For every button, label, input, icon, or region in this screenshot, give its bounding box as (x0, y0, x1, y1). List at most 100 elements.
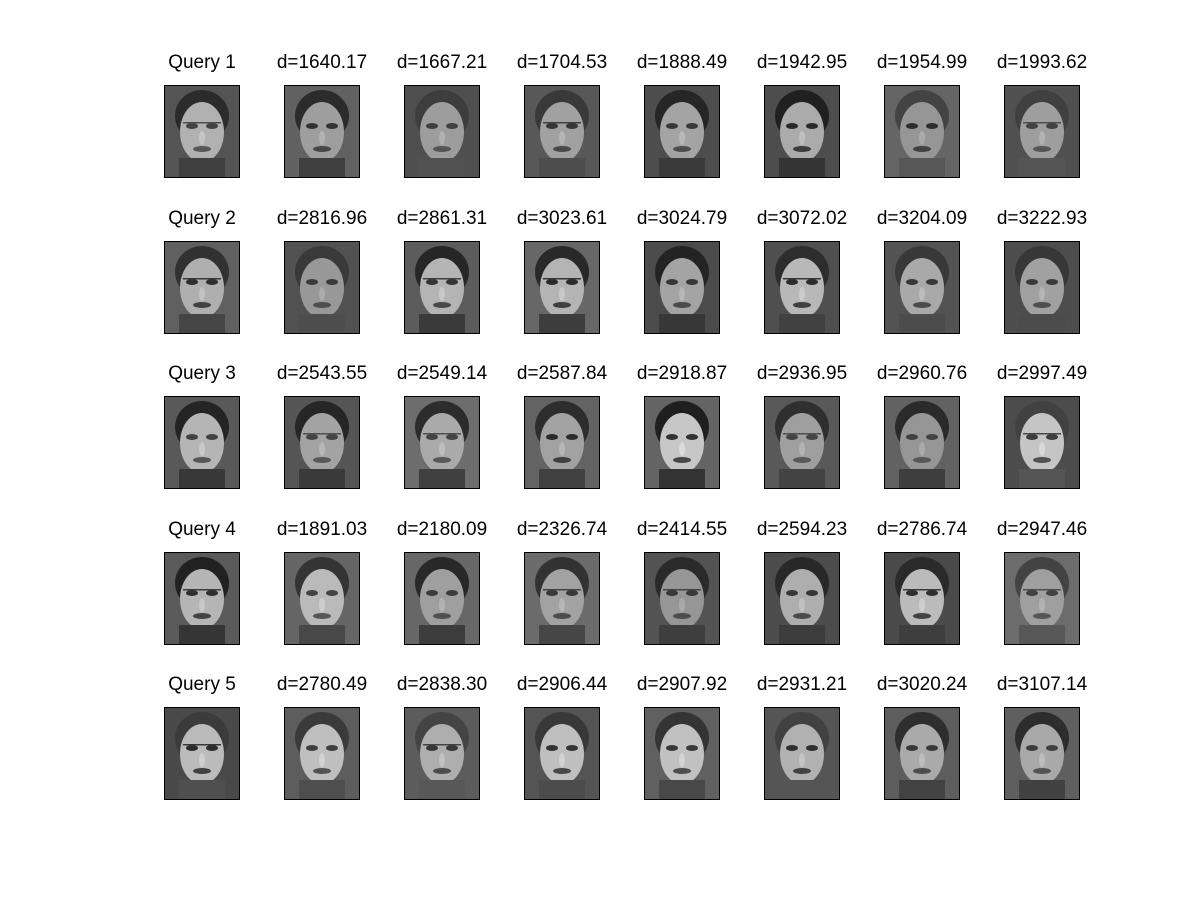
match-cell: d=2907.92 (622, 674, 742, 829)
match-face-image (644, 552, 720, 645)
match-cell: d=2906.44 (502, 674, 622, 829)
distance-label: d=3023.61 (516, 208, 608, 229)
query-label: Query 4 (168, 519, 236, 540)
query-label: Query 5 (168, 674, 236, 695)
match-face-image (644, 707, 720, 800)
query-cell: Query 4 (142, 519, 262, 674)
match-cell: d=2587.84 (502, 363, 622, 518)
distance-label: d=2947.46 (996, 519, 1088, 540)
distance-label: d=2543.55 (276, 363, 368, 384)
distance-label: d=2786.74 (876, 519, 968, 540)
distance-label: d=1954.99 (876, 52, 968, 73)
distance-label: d=3072.02 (756, 208, 848, 229)
match-face-image (764, 241, 840, 334)
distance-label: d=2594.23 (756, 519, 848, 540)
distance-label: d=1891.03 (276, 519, 368, 540)
match-face-image (404, 707, 480, 800)
query-label: Query 3 (168, 363, 236, 384)
distance-label: d=2906.44 (516, 674, 608, 695)
distance-label: d=2936.95 (756, 363, 848, 384)
match-face-image (404, 241, 480, 334)
match-cell: d=2997.49 (982, 363, 1102, 518)
match-face-image (524, 552, 600, 645)
query-face-image (164, 85, 240, 178)
match-cell: d=2816.96 (262, 208, 382, 363)
distance-label: d=1993.62 (996, 52, 1088, 73)
match-cell: d=2543.55 (262, 363, 382, 518)
distance-label: d=3107.14 (996, 674, 1088, 695)
distance-label: d=3222.93 (996, 208, 1088, 229)
distance-label: d=1704.53 (516, 52, 608, 73)
match-face-image (884, 396, 960, 489)
query-cell: Query 1 (142, 52, 262, 207)
match-cell: d=2838.30 (382, 674, 502, 829)
match-cell: d=1954.99 (862, 52, 982, 207)
match-cell: d=2780.49 (262, 674, 382, 829)
match-cell: d=1640.17 (262, 52, 382, 207)
distance-label: d=2414.55 (636, 519, 728, 540)
match-cell: d=1704.53 (502, 52, 622, 207)
match-cell: d=2861.31 (382, 208, 502, 363)
match-face-image (644, 85, 720, 178)
match-cell: d=2960.76 (862, 363, 982, 518)
match-face-image (524, 85, 600, 178)
match-cell: d=2326.74 (502, 519, 622, 674)
match-face-image (524, 241, 600, 334)
distance-label: d=2549.14 (396, 363, 488, 384)
distance-label: d=3020.24 (876, 674, 968, 695)
distance-label: d=1640.17 (276, 52, 368, 73)
query-cell: Query 5 (142, 674, 262, 829)
match-face-image (884, 85, 960, 178)
match-cell: d=3072.02 (742, 208, 862, 363)
match-cell: d=2594.23 (742, 519, 862, 674)
distance-label: d=2861.31 (396, 208, 488, 229)
match-cell: d=2936.95 (742, 363, 862, 518)
query-face-image (164, 241, 240, 334)
match-face-image (644, 241, 720, 334)
match-cell: d=1891.03 (262, 519, 382, 674)
match-cell: d=2918.87 (622, 363, 742, 518)
distance-label: d=3024.79 (636, 208, 728, 229)
match-face-image (884, 552, 960, 645)
match-face-image (284, 707, 360, 800)
match-face-image (404, 396, 480, 489)
match-face-image (284, 241, 360, 334)
match-cell: d=3020.24 (862, 674, 982, 829)
match-cell: d=2414.55 (622, 519, 742, 674)
distance-label: d=2780.49 (276, 674, 368, 695)
match-face-image (404, 85, 480, 178)
query-label: Query 2 (168, 208, 236, 229)
query-cell: Query 3 (142, 363, 262, 518)
distance-label: d=1942.95 (756, 52, 848, 73)
query-face-image (164, 396, 240, 489)
match-face-image (1004, 241, 1080, 334)
query-cell: Query 2 (142, 208, 262, 363)
match-cell: d=1667.21 (382, 52, 502, 207)
match-face-image (644, 396, 720, 489)
match-face-image (524, 396, 600, 489)
distance-label: d=2997.49 (996, 363, 1088, 384)
match-cell: d=3204.09 (862, 208, 982, 363)
match-face-image (284, 396, 360, 489)
match-cell: d=2786.74 (862, 519, 982, 674)
match-face-image (404, 552, 480, 645)
match-face-image (284, 85, 360, 178)
distance-label: d=2180.09 (396, 519, 488, 540)
distance-label: d=2918.87 (636, 363, 728, 384)
match-face-image (764, 85, 840, 178)
match-cell: d=1993.62 (982, 52, 1102, 207)
match-cell: d=3023.61 (502, 208, 622, 363)
match-face-image (524, 707, 600, 800)
distance-label: d=2816.96 (276, 208, 368, 229)
match-cell: d=1942.95 (742, 52, 862, 207)
match-face-image (764, 552, 840, 645)
distance-label: d=2931.21 (756, 674, 848, 695)
distance-label: d=2326.74 (516, 519, 608, 540)
match-face-image (884, 707, 960, 800)
match-face-image (1004, 396, 1080, 489)
distance-label: d=2907.92 (636, 674, 728, 695)
match-cell: d=2931.21 (742, 674, 862, 829)
match-cell: d=2947.46 (982, 519, 1102, 674)
distance-label: d=2838.30 (396, 674, 488, 695)
